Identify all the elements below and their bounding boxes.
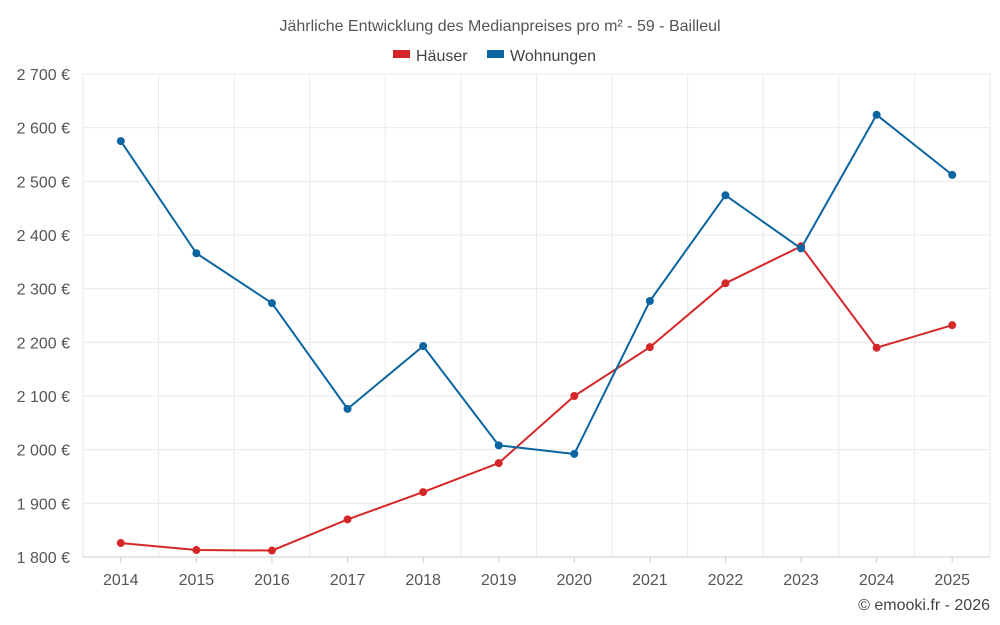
data-point-haeuser[interactable] xyxy=(343,515,352,524)
series xyxy=(116,110,957,555)
y-tick-label: 2 300 € xyxy=(17,282,70,299)
data-point-wohnungen[interactable] xyxy=(494,441,503,450)
data-point-haeuser[interactable] xyxy=(721,279,730,288)
data-point-wohnungen[interactable] xyxy=(721,191,730,200)
data-point-wohnungen[interactable] xyxy=(267,299,276,308)
y-tick-label: 2 500 € xyxy=(17,174,70,191)
y-tick-label: 2 400 € xyxy=(17,228,70,245)
x-tick-label: 2018 xyxy=(405,572,441,589)
y-tick-label: 2 700 € xyxy=(17,67,70,84)
data-point-haeuser[interactable] xyxy=(948,321,957,330)
x-tick-label: 2023 xyxy=(783,572,819,589)
y-tick-label: 1 800 € xyxy=(17,550,70,567)
legend-item-haeuser[interactable]: Häuser xyxy=(393,48,468,65)
data-point-wohnungen[interactable] xyxy=(116,137,125,146)
chart-title: Jährliche Entwicklung des Medianpreises … xyxy=(279,18,720,35)
x-tick-label: 2022 xyxy=(708,572,744,589)
y-tick-label: 1 900 € xyxy=(17,496,70,513)
legend-label-haeuser: Häuser xyxy=(416,48,468,65)
data-point-wohnungen[interactable] xyxy=(872,110,881,119)
data-point-haeuser[interactable] xyxy=(267,546,276,555)
x-tick-label: 2017 xyxy=(330,572,366,589)
data-point-wohnungen[interactable] xyxy=(419,342,428,351)
data-point-haeuser[interactable] xyxy=(570,392,579,400)
x-tick-label: 2016 xyxy=(254,572,290,589)
y-tick-label: 2 100 € xyxy=(17,389,70,406)
data-point-wohnungen[interactable] xyxy=(192,249,201,258)
x-tick-label: 2021 xyxy=(632,572,668,589)
grid xyxy=(82,73,991,557)
x-tick-label: 2014 xyxy=(103,572,139,589)
data-point-haeuser[interactable] xyxy=(645,343,654,352)
legend-item-wohnungen[interactable]: Wohnungen xyxy=(487,48,596,65)
y-tick-label: 2 200 € xyxy=(17,335,70,352)
data-point-haeuser[interactable] xyxy=(192,546,201,555)
x-tick-label: 2019 xyxy=(481,572,517,589)
x-tick-label: 2024 xyxy=(859,572,895,589)
x-tick-label: 2025 xyxy=(934,572,970,589)
data-point-haeuser[interactable] xyxy=(494,459,503,468)
legend-swatch-haeuser xyxy=(393,50,410,58)
data-point-wohnungen[interactable] xyxy=(797,244,806,253)
axes: 1 800 € 1 900 € 2 000 € 2 100 € 2 200 € 2 300… xyxy=(17,67,990,589)
x-tick-label: 2015 xyxy=(179,572,215,589)
data-point-wohnungen[interactable] xyxy=(570,449,579,458)
legend-swatch-wohnungen xyxy=(487,50,504,58)
legend[interactable]: Häuser Wohnungen xyxy=(393,48,596,65)
data-point-haeuser[interactable] xyxy=(116,539,125,548)
legend-label-wohnungen: Wohnungen xyxy=(510,48,596,65)
data-point-wohnungen[interactable] xyxy=(645,297,654,306)
data-point-haeuser[interactable] xyxy=(419,488,428,497)
credit-text: © emooki.fr - 2026 xyxy=(858,597,990,614)
y-tick-label: 2 000 € xyxy=(17,443,70,460)
x-tick-label: 2020 xyxy=(556,572,592,589)
y-tick-label: 2 600 € xyxy=(17,121,70,138)
data-point-wohnungen[interactable] xyxy=(343,404,352,413)
data-point-wohnungen[interactable] xyxy=(948,170,957,179)
series-line-haeuser xyxy=(120,245,953,552)
series-line-wohnungen xyxy=(119,113,953,455)
data-point-haeuser[interactable] xyxy=(872,343,881,352)
